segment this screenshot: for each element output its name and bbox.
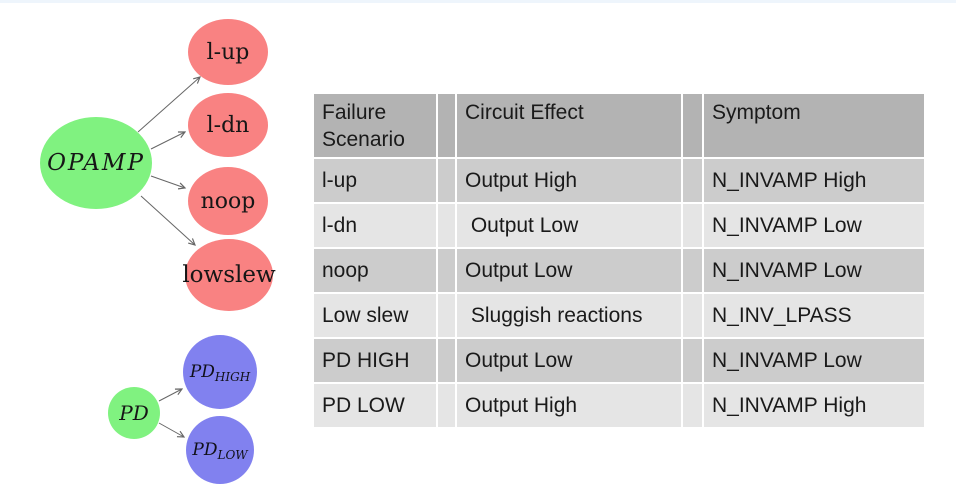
cell-spacer — [438, 339, 455, 382]
cell-spacer — [683, 339, 702, 382]
header-spacer-2 — [683, 94, 702, 157]
arrow-pd-to-pdhigh — [158, 388, 184, 402]
cell-symptom: N_INVAMP Low — [704, 339, 924, 382]
top-accent-strip — [0, 0, 956, 3]
cell-spacer — [438, 294, 455, 337]
cell-spacer — [438, 249, 455, 292]
cell-spacer — [683, 249, 702, 292]
cell-effect: Output Low — [457, 249, 681, 292]
cell-symptom: N_INVAMP High — [704, 384, 924, 427]
node-opamp-label: OPAMP — [47, 150, 145, 176]
table-row: Low slew Sluggish reactions N_INV_LPASS — [314, 294, 924, 337]
header-spacer-1 — [438, 94, 455, 157]
cell-spacer — [683, 384, 702, 427]
cell-effect: Output High — [457, 384, 681, 427]
arrow-pd-to-pdlow — [158, 422, 186, 438]
table-row: PD LOW Output High N_INVAMP High — [314, 384, 924, 427]
arrow-opamp-to-lowslew — [140, 195, 196, 246]
cell-spacer — [683, 159, 702, 202]
table-row: noop Output Low N_INVAMP Low — [314, 249, 924, 292]
header-symptom: Symptom — [704, 94, 924, 157]
node-l-dn-label: l-dn — [206, 112, 250, 138]
node-noop-label: noop — [200, 188, 256, 214]
cell-effect: Output Low — [457, 204, 681, 247]
header-row: Failure Scenario Circuit Effect Symptom — [314, 94, 924, 157]
cell-scenario: Low slew — [314, 294, 436, 337]
arrow-opamp-to-noop — [150, 175, 187, 190]
cell-symptom: N_INV_LPASS — [704, 294, 924, 337]
table-row: l-up Output High N_INVAMP High — [314, 159, 924, 202]
cell-scenario: PD HIGH — [314, 339, 436, 382]
cell-effect: Sluggish reactions — [457, 294, 681, 337]
node-pd-label: PD — [119, 401, 149, 425]
node-pd-low: PDLOW — [186, 416, 254, 484]
node-opamp: OPAMP — [40, 117, 152, 209]
cell-scenario: l-dn — [314, 204, 436, 247]
cell-symptom: N_INVAMP Low — [704, 249, 924, 292]
table-row: l-dn Output Low N_INVAMP Low — [314, 204, 924, 247]
cell-spacer — [438, 159, 455, 202]
table-body: l-up Output High N_INVAMP High l-dn Outp… — [314, 159, 924, 427]
header-failure-scenario: Failure Scenario — [314, 94, 436, 157]
node-lowslew: lowslew — [182, 239, 276, 311]
header-circuit-effect: Circuit Effect — [457, 94, 681, 157]
cell-effect: Output High — [457, 159, 681, 202]
cell-scenario: PD LOW — [314, 384, 436, 427]
node-l-dn: l-dn — [188, 93, 268, 157]
cell-spacer — [438, 204, 455, 247]
table-header: Failure Scenario Circuit Effect Symptom — [314, 94, 924, 157]
cell-effect: Output Low — [457, 339, 681, 382]
node-noop: noop — [188, 167, 268, 235]
node-lowslew-label: lowslew — [182, 262, 276, 288]
cell-scenario: l-up — [314, 159, 436, 202]
cell-symptom: N_INVAMP Low — [704, 204, 924, 247]
node-pd-high-label: PDHIGH — [189, 362, 251, 384]
cell-spacer — [683, 204, 702, 247]
cell-spacer — [438, 384, 455, 427]
node-pd: PD — [108, 387, 160, 439]
table-row: PD HIGH Output Low N_INVAMP Low — [314, 339, 924, 382]
node-l-up-label: l-up — [206, 39, 250, 65]
pd-high-subscript: HIGH — [214, 370, 251, 384]
pd-high-base: PD — [189, 362, 215, 382]
pd-low-subscript: LOW — [217, 448, 248, 462]
cell-symptom: N_INVAMP High — [704, 159, 924, 202]
node-pd-low-label: PDLOW — [192, 440, 248, 462]
node-l-up: l-up — [188, 19, 268, 85]
node-pd-high: PDHIGH — [183, 335, 257, 409]
arrow-opamp-to-ldn — [150, 131, 187, 150]
cell-spacer — [683, 294, 702, 337]
cell-scenario: noop — [314, 249, 436, 292]
failure-scenario-table: Failure Scenario Circuit Effect Symptom … — [312, 92, 926, 429]
pd-low-base: PD — [192, 440, 218, 460]
fault-tree-diagram: OPAMP l-up l-dn noop lowslew PD PDHIGH P… — [0, 0, 310, 492]
